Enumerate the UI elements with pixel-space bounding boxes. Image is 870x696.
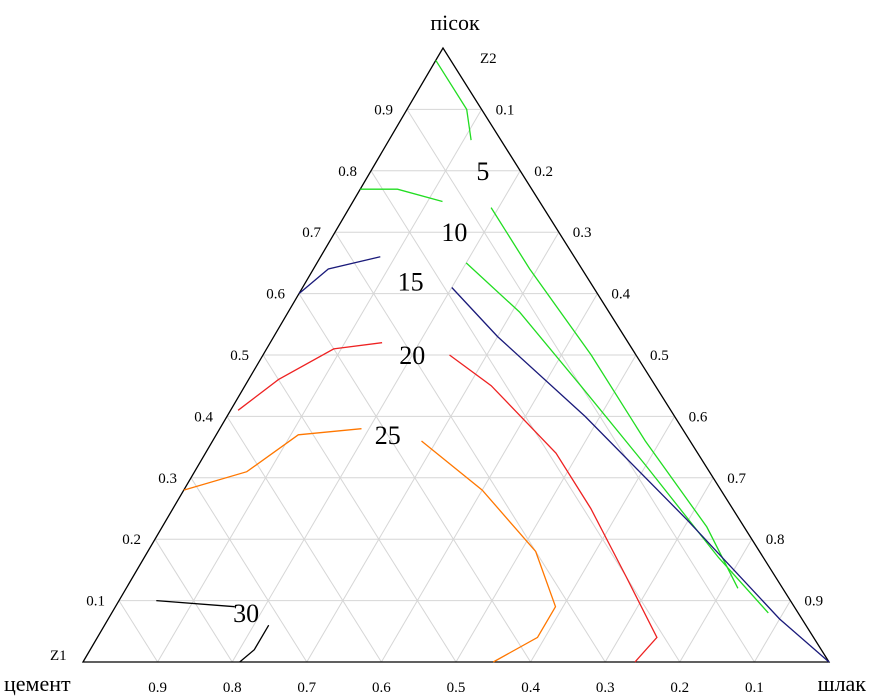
grid-line: [262, 354, 457, 663]
tick-label-z3: 0.2: [670, 680, 689, 696]
tick-label-z1: 0.2: [122, 532, 141, 548]
vertex-label-left: цемент: [4, 671, 71, 696]
contour-label-5: 5: [476, 157, 489, 186]
tick-label-z2: 0.1: [496, 102, 515, 118]
contour-label-30: 30: [233, 599, 259, 628]
tick-label-z2: 0.5: [650, 348, 669, 364]
grid-line: [306, 231, 560, 663]
contour-line-5: [435, 59, 472, 141]
tick-label-z3: 0.4: [521, 680, 540, 696]
contour-line-10: [360, 188, 443, 203]
grid-line: [157, 109, 483, 663]
contour-line-25: [421, 440, 557, 663]
grid-line: [334, 231, 606, 663]
vertex-label-top: пісок: [430, 10, 480, 35]
tick-label-z2: 0.3: [573, 225, 592, 241]
tick-label-z3: 0.3: [596, 680, 615, 696]
contour-labels: 5 10 15 20 25 30: [233, 157, 489, 628]
contour-label-15: 15: [398, 267, 424, 296]
triangle-frame: [81, 46, 831, 663]
contour-line-20: [449, 354, 658, 663]
tick-label-z2: 0.4: [611, 287, 630, 303]
contour-line-20: [237, 342, 383, 411]
grid-line: [190, 477, 308, 663]
tick-label-z2: 0.9: [804, 594, 823, 610]
tick-label-z1: 0.4: [194, 409, 213, 425]
triangle-outline: [81, 46, 831, 663]
tick-label-z3: 0.1: [745, 680, 764, 696]
tick-label-z1: 0.5: [230, 348, 249, 364]
contour-line-25: [183, 428, 362, 491]
tick-label-z3: 0.7: [297, 680, 316, 696]
grid-line: [604, 477, 714, 663]
tick-label-z3: 0.8: [223, 680, 242, 696]
contour-lines: [156, 59, 830, 663]
contour-label-20: 20: [399, 341, 425, 370]
contour-line-5: [490, 207, 739, 589]
contour-label-10: 10: [441, 218, 467, 247]
contour-label-25: 25: [375, 421, 401, 450]
tick-label-z3: 0.6: [372, 680, 391, 696]
tick-label-z1: 0.8: [338, 164, 357, 180]
tick-label-z1: 0.3: [158, 471, 177, 487]
grid-lines: [118, 108, 791, 663]
tick-label-z1: 0.9: [374, 102, 393, 118]
tick-label-z2: 0.2: [534, 164, 553, 180]
grid-line: [455, 354, 637, 663]
tick-label-z1: 0.7: [302, 225, 321, 241]
contour-line-30: [239, 624, 270, 663]
tick-label-z3: 0.9: [148, 680, 167, 696]
tick-label-z1: 0.1: [86, 594, 105, 610]
grid-line: [118, 600, 159, 663]
tick-label-z2: 0.8: [766, 532, 785, 548]
grid-line: [530, 416, 676, 663]
tick-label-z2: 0.6: [689, 409, 708, 425]
contour-line-10: [465, 262, 769, 614]
contour-line-15: [451, 287, 830, 663]
grid-line: [679, 538, 753, 663]
tick-label-z2: 0.7: [727, 471, 746, 487]
axis-name-z1: Z1: [50, 648, 67, 664]
contour-line-15: [298, 256, 381, 295]
grid-line: [226, 416, 382, 663]
tick-labels: 0.1 0.2 0.3 0.4 0.5 0.6 0.7 0.8 0.9 0.1 0.2 0.3 0.4 0…: [86, 102, 823, 696]
vertex-label-right: шлак: [818, 671, 867, 696]
grid-line: [753, 600, 791, 663]
axis-name-z2: Z2: [480, 51, 497, 67]
grid-line: [154, 538, 233, 663]
tick-label-z1: 0.6: [266, 287, 285, 303]
contour-line-30: [156, 599, 235, 608]
tick-label-z3: 0.5: [447, 680, 466, 696]
